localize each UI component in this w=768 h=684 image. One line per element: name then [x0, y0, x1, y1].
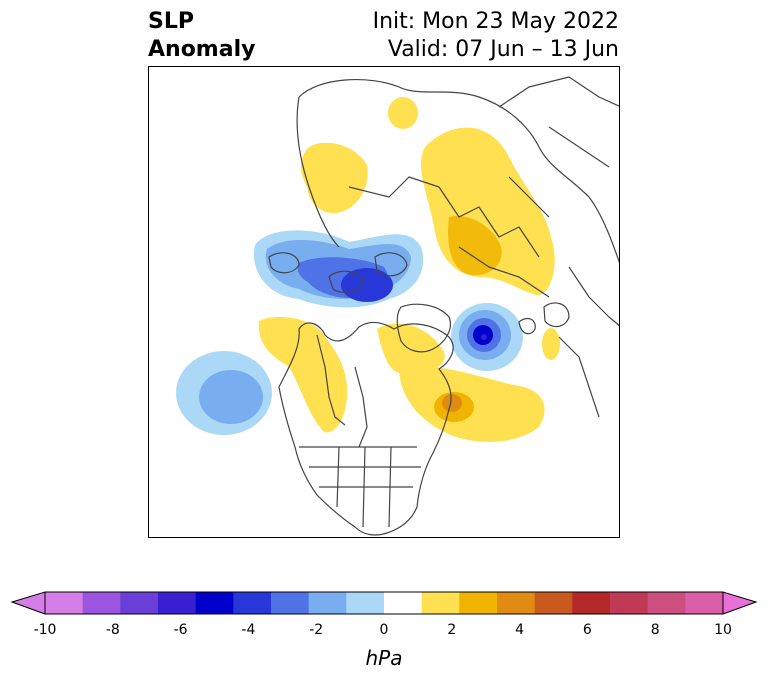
- colorbar: [10, 591, 758, 615]
- colorbar-cell: [308, 592, 347, 614]
- anomaly-arctic-low: [253, 230, 424, 308]
- title-line-anomaly: Anomaly: [148, 37, 256, 62]
- map-panel: [148, 66, 620, 538]
- colorbar-tick-label: 4: [515, 622, 525, 638]
- colorbar-tick-label: -4: [241, 622, 256, 638]
- colorbar-tick-label: 10: [714, 622, 732, 638]
- colorbar-cell: [195, 592, 234, 614]
- colorbar-cell: [271, 592, 310, 614]
- colorbar-extend-right: [722, 591, 758, 615]
- colorbar-cells: [45, 592, 724, 614]
- colorbar-tick-label: -6: [173, 622, 188, 638]
- colorbar-extend-left: [10, 591, 46, 615]
- colorbar-tick-label: 2: [447, 622, 457, 638]
- colorbar-unit: hPa: [365, 646, 403, 670]
- anomaly-nordic-low: [451, 303, 523, 371]
- coastlines: [268, 76, 619, 536]
- colorbar-cell: [384, 592, 423, 614]
- colorbar-cell: [534, 592, 573, 614]
- anomaly-highs: [258, 97, 560, 442]
- colorbar-cell: [120, 592, 159, 614]
- colorbar-cell: [497, 592, 536, 614]
- init-date: Init: Mon 23 May 2022: [372, 9, 619, 34]
- colorbar-tick-labels: -10 -8 -6 -4 -2 0 2 4 6 8 10: [0, 622, 768, 642]
- map-title: SLP Anomaly: [148, 8, 255, 64]
- colorbar-cell: [647, 592, 686, 614]
- colorbar-cell: [421, 592, 460, 614]
- colorbar-tick-label: 0: [379, 622, 389, 638]
- valid-range: Valid: 07 Jun – 13 Jun: [387, 37, 619, 62]
- colorbar-cell: [82, 592, 121, 614]
- colorbar-cell: [572, 592, 611, 614]
- colorbar-cell: [346, 592, 385, 614]
- title-line-slp: SLP: [148, 9, 194, 34]
- anomaly-pacific-low: [176, 351, 272, 435]
- colorbar-outline: [44, 591, 724, 615]
- colorbar-cell: [45, 592, 84, 614]
- anomaly-map: [176, 76, 619, 536]
- colorbar-tick-label: -8: [105, 622, 120, 638]
- forecast-dates: Init: Mon 23 May 2022 Valid: 07 Jun – 13…: [373, 8, 619, 64]
- colorbar-tick-label: -10: [33, 622, 57, 638]
- colorbar-cell: [685, 592, 724, 614]
- colorbar-tick-label: 8: [650, 622, 660, 638]
- colorbar-cell: [459, 592, 498, 614]
- colorbar-tick-label: 6: [582, 622, 592, 638]
- colorbar-cell: [158, 592, 197, 614]
- colorbar-cell: [610, 592, 649, 614]
- colorbar-tick-label: -2: [309, 622, 324, 638]
- colorbar-cell: [233, 592, 272, 614]
